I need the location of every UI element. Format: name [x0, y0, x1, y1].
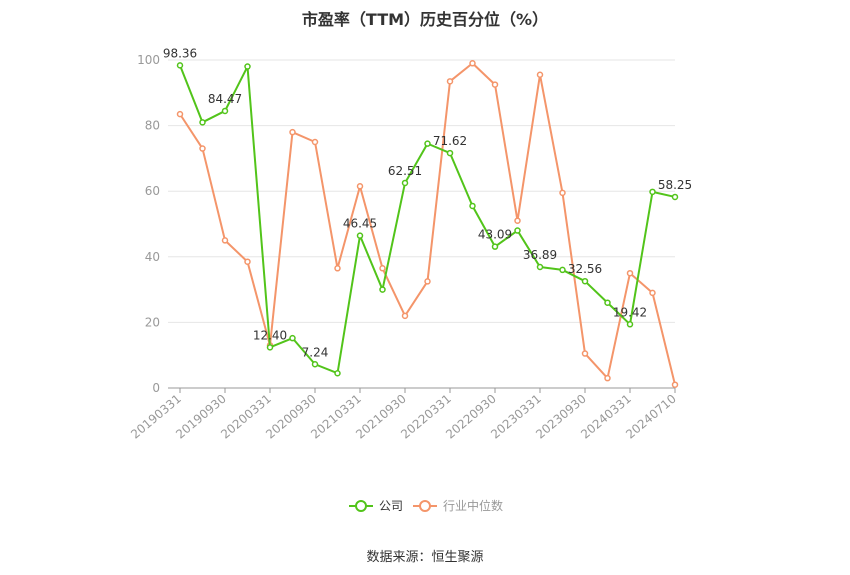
data-point: [581, 277, 589, 285]
data-point: [469, 60, 476, 67]
chart-title: 市盈率（TTM）历史百分位（%）: [301, 10, 549, 29]
y-tick-label: 100: [137, 53, 160, 67]
data-label: 7.24: [302, 345, 329, 359]
data-point: [559, 189, 566, 197]
data-label: 62.51: [388, 164, 422, 178]
data-point: [266, 344, 274, 351]
series-line-0: [179, 65, 676, 375]
data-point: [446, 78, 454, 85]
data-point: [626, 321, 634, 328]
data-point: [379, 265, 386, 272]
data-point: [671, 193, 679, 201]
data-label: 43.09: [478, 228, 512, 242]
data-point: [311, 361, 319, 368]
data-point: [356, 232, 364, 239]
data-point: [356, 183, 364, 190]
data-point: [199, 145, 206, 152]
data-label: 12.40: [253, 328, 287, 342]
data-point: [334, 265, 341, 272]
data-label: 32.56: [568, 262, 602, 276]
data-label: 19.42: [613, 305, 647, 319]
data-point: [604, 374, 611, 382]
data-label: 84.47: [208, 92, 242, 106]
data-point: [176, 62, 184, 69]
data-label: 58.25: [658, 178, 692, 192]
x-tick-label: 20240710: [623, 392, 679, 442]
y-tick-label: 40: [145, 250, 160, 264]
y-tick-label: 80: [145, 119, 160, 133]
data-point: [649, 188, 656, 196]
legend-label: 行业中位数: [443, 498, 503, 513]
data-point: [649, 289, 656, 297]
data-point: [446, 149, 454, 157]
y-tick-label: 20: [145, 315, 160, 329]
data-point: [559, 266, 566, 274]
data-point: [289, 334, 296, 342]
data-source: 数据来源：恒生聚源: [366, 550, 484, 565]
data-point: [379, 286, 386, 293]
data-point: [671, 381, 679, 388]
data-point: [176, 110, 184, 118]
axes: 0204060801002019033120190930202003312020…: [128, 53, 679, 442]
data-point: [491, 243, 499, 250]
data-point: [626, 269, 634, 277]
data-point: [581, 350, 589, 357]
series-lines: [176, 60, 679, 388]
data-point: [514, 217, 521, 224]
data-point: [424, 140, 431, 147]
data-point: [289, 128, 296, 136]
y-tick-label: 0: [152, 381, 160, 395]
data-point: [311, 138, 319, 146]
data-point: [604, 299, 611, 306]
y-tick-label: 60: [145, 184, 160, 198]
data-point: [469, 202, 476, 210]
data-point: [244, 258, 251, 265]
data-point: [401, 179, 409, 187]
data-point: [221, 237, 229, 244]
legend-marker: [419, 500, 431, 512]
data-labels: 98.36 84.47 12.40 7.24 46.45 62.51 71.62 43.09 3…: [163, 46, 692, 359]
data-point: [424, 278, 431, 285]
data-label: 36.89: [523, 248, 557, 262]
data-point: [221, 107, 229, 115]
data-label: 71.62: [433, 134, 467, 148]
legend: 公司 行业中位数: [349, 498, 503, 513]
grid-lines: [168, 59, 675, 323]
data-label: 46.45: [343, 217, 377, 231]
legend-label: 公司: [379, 499, 403, 513]
data-point: [491, 81, 499, 88]
data-point: [199, 119, 206, 126]
data-label: 98.36: [163, 46, 197, 60]
data-point: [536, 263, 544, 271]
data-point: [244, 63, 251, 70]
data-point: [536, 71, 544, 79]
data-point: [514, 227, 521, 234]
legend-marker: [355, 500, 367, 512]
data-point: [401, 312, 409, 320]
data-point: [334, 369, 341, 377]
